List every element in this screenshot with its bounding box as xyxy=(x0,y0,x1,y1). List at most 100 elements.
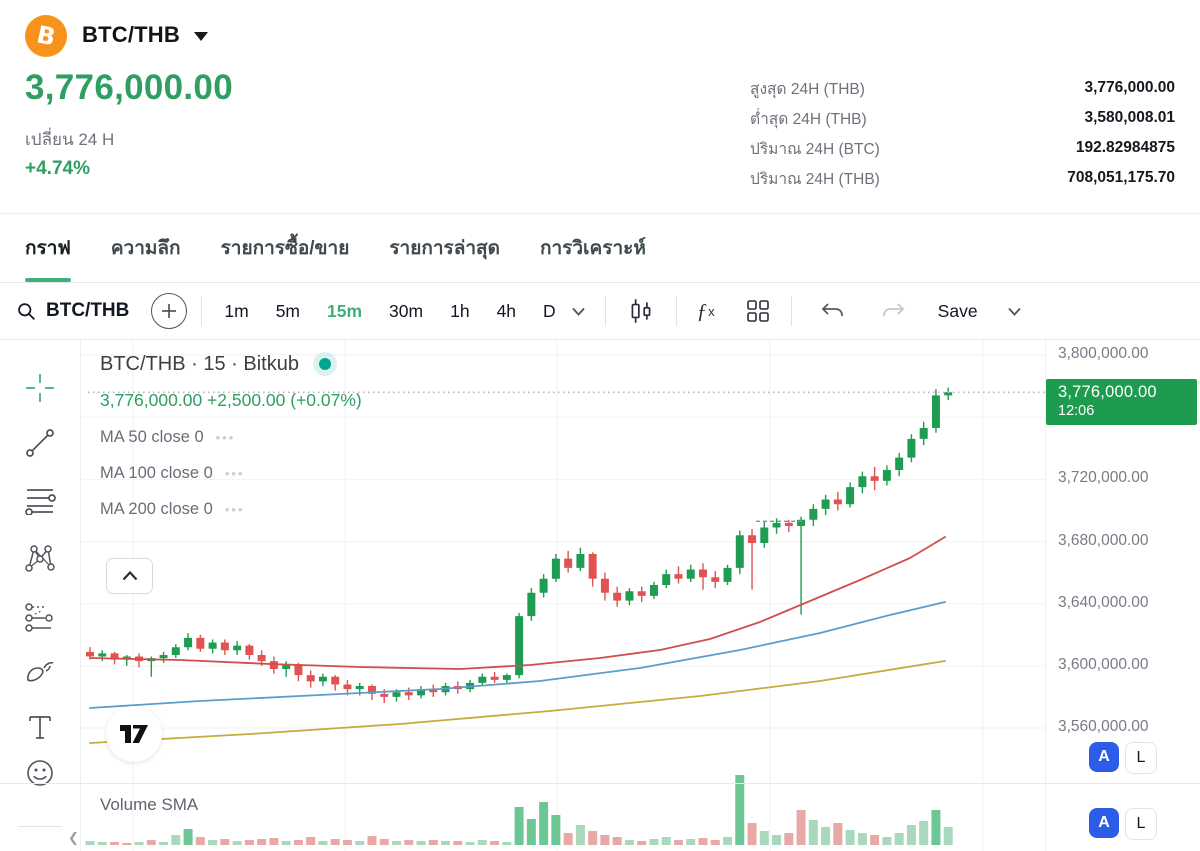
tradingview-logo[interactable] xyxy=(106,706,162,762)
timeframe-5m[interactable]: 5m xyxy=(275,300,301,321)
fib-retracement-icon xyxy=(25,489,56,515)
tab-label: รายการซื้อ/ขาย xyxy=(220,238,350,259)
tab-label: การวิเคราะห์ xyxy=(539,238,646,259)
stat-row: ปริมาณ 24H (BTC) 192.82984875 xyxy=(750,133,1175,163)
chart-region: ❮ BTC/THB · 15 · Bitkub 3,776,000.00 +2,… xyxy=(0,340,1200,851)
tab-item[interactable]: ความลึก xyxy=(111,214,181,282)
volume-scale-buttons: A L xyxy=(1089,808,1157,840)
compare-add-button[interactable] xyxy=(151,293,188,329)
pane-divider[interactable] xyxy=(0,783,1200,784)
text-tool[interactable] xyxy=(0,707,80,747)
toolbar-divider xyxy=(201,296,203,326)
toolbar-divider xyxy=(790,296,792,326)
drawing-toolbar: ❮ xyxy=(0,340,81,851)
price-tick: 3,800,000.00 xyxy=(1058,345,1149,362)
emoji-tool[interactable] xyxy=(0,753,80,793)
tab-label: ความลึก xyxy=(110,238,181,259)
timeframe-group: 1m 5m 15m 30m 1h 4h D xyxy=(224,301,555,322)
candlestick-icon xyxy=(631,299,651,323)
market-tabs: กราฟ ความลึก รายการซื้อ/ขาย รายการล่าสุด การ… xyxy=(0,213,1200,283)
pair-selector[interactable]: BTC/THB xyxy=(82,22,208,48)
tab-label: รายการล่าสุด xyxy=(389,238,500,259)
legend-price: 3,776,000.00 +2,500.00 (+0.07%) xyxy=(100,390,362,410)
hide-drawbar-button[interactable]: ❮ xyxy=(68,830,79,845)
tab-item[interactable]: การวิเคราะห์ xyxy=(540,214,646,282)
badge-time: 12:06 xyxy=(1058,403,1095,419)
brush-tool[interactable] xyxy=(0,650,80,690)
tab-item[interactable]: รายการซื้อ/ขาย xyxy=(221,214,350,282)
legend-symbol: BTC/THB · 15 · Bitkub xyxy=(100,352,299,375)
toolbar-divider xyxy=(18,826,62,827)
fib-tool[interactable] xyxy=(0,480,80,520)
toolbar-divider xyxy=(675,296,677,326)
tradingview-icon xyxy=(120,725,148,743)
pattern-tool[interactable] xyxy=(0,538,80,578)
stat-value: 708,051,175.70 xyxy=(1067,169,1175,186)
change-24h-value: +4.74% xyxy=(25,158,90,179)
redo-icon xyxy=(882,303,904,316)
indicator-row: MA 50 close 0 ••• xyxy=(100,428,362,447)
last-price-badge: 3,776,000.00 12:06 xyxy=(1046,379,1197,425)
save-menu-button[interactable] xyxy=(1002,307,1027,316)
search-icon xyxy=(18,302,35,320)
stat-row: ปริมาณ 24H (THB) 708,051,175.70 xyxy=(750,163,1175,193)
timeframe-15m[interactable]: 15m xyxy=(327,300,363,321)
timeframe-1h[interactable]: 1h xyxy=(450,300,470,321)
trend-line-tool[interactable] xyxy=(0,423,80,463)
timeframe-4h[interactable]: 4h xyxy=(496,300,517,321)
prediction-tool[interactable] xyxy=(0,597,80,637)
xabcd-pattern-icon xyxy=(25,545,55,572)
auto-scale-button[interactable]: A xyxy=(1089,742,1119,772)
indicator-label: MA 200 close 0 xyxy=(100,500,213,518)
stat-value: 3,580,008.01 xyxy=(1084,109,1175,126)
change-24h-label: เปลี่ยน 24 H xyxy=(25,130,115,149)
tab-item[interactable]: รายการล่าสุด xyxy=(389,214,500,282)
market-status-icon[interactable] xyxy=(312,352,337,376)
timeframe-30m[interactable]: 30m xyxy=(389,300,424,321)
chart-style-button[interactable] xyxy=(620,296,662,326)
symbol-search-button[interactable]: BTC/THB xyxy=(16,300,129,322)
indicator-label: MA 100 close 0 xyxy=(100,464,213,482)
timeframe-1m[interactable]: 1m xyxy=(224,300,249,321)
last-price: 3,776,000.00 xyxy=(25,68,233,107)
toolbar-divider xyxy=(604,296,606,326)
timeframe-D[interactable]: D xyxy=(543,300,556,321)
symbol-header: B BTC/THB 3,776,000.00 เปลี่ยน 24 H +4.7… xyxy=(0,0,1200,213)
log-scale-button[interactable]: L xyxy=(1125,808,1157,840)
log-scale-button[interactable]: L xyxy=(1125,742,1157,774)
indicator-legend: MA 50 close 0 ••• MA 100 close 0 ••• MA 200 … xyxy=(100,428,362,519)
crosshair-tool[interactable] xyxy=(0,368,80,408)
chevron-up-icon xyxy=(122,571,137,581)
fx-icon: ƒ xyxy=(696,298,708,323)
crosshair-icon xyxy=(26,374,54,402)
stat-label: ปริมาณ 24H (BTC) xyxy=(750,140,880,158)
auto-scale-button[interactable]: A xyxy=(1089,808,1119,838)
price-tick: 3,600,000.00 xyxy=(1058,655,1149,673)
price-axis[interactable]: 3,800,000.00 3,720,000.00 3,680,000.00 3,64… xyxy=(1045,340,1200,851)
indicator-menu-dots[interactable]: ••• xyxy=(224,466,245,481)
layout-grid-button[interactable] xyxy=(739,298,777,324)
stat-label: สูงสุด 24H (THB) xyxy=(750,80,865,98)
stat-value: 3,776,000.00 xyxy=(1084,79,1175,96)
stat-row: ต่ำสุด 24H (THB) 3,580,008.01 xyxy=(750,103,1175,133)
legend-collapse-button[interactable] xyxy=(106,558,153,594)
save-button[interactable]: Save xyxy=(937,300,978,321)
undo-button[interactable] xyxy=(814,300,852,322)
volume-indicator-label: Volume SMA xyxy=(100,795,199,814)
timeframe-expand-button[interactable] xyxy=(566,307,591,316)
active-tab-underline xyxy=(25,278,71,282)
chevron-down-icon xyxy=(1007,307,1021,316)
redo-button[interactable] xyxy=(874,300,912,322)
indicator-menu-dots[interactable]: ••• xyxy=(215,430,236,445)
tab-active[interactable]: กราฟ xyxy=(25,214,71,282)
chart-legend: BTC/THB · 15 · Bitkub 3,776,000.00 +2,50… xyxy=(100,352,362,594)
badge-price: 3,776,000.00 xyxy=(1058,383,1157,401)
price-scale-buttons: A L xyxy=(1089,742,1157,774)
price-tick: 3,640,000.00 xyxy=(1058,593,1149,611)
indicator-menu-dots[interactable]: ••• xyxy=(224,502,245,517)
price-chart-canvas[interactable] xyxy=(0,340,1200,851)
smiley-icon xyxy=(27,760,53,786)
